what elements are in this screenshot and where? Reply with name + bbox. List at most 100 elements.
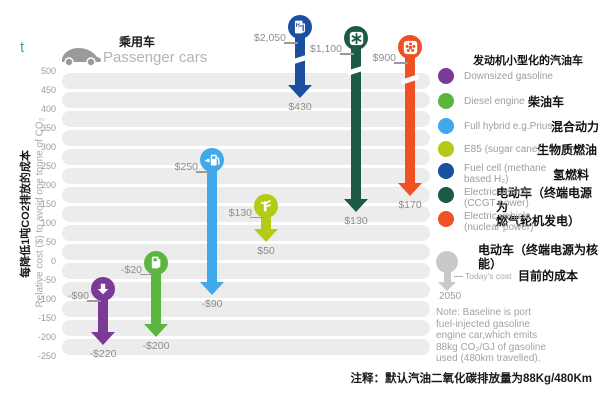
- legend-label-zh-2: 混合动力: [551, 120, 600, 134]
- legend-label-en-3: E85 (sugar cane): [464, 144, 541, 155]
- start-value-label-electric-vehicle-nuclear-power: $900: [372, 52, 396, 64]
- arrow-head-downsized-gasoline: [91, 331, 115, 345]
- legend-label-en-2: Full hybrid e.g.Prius: [464, 121, 553, 132]
- y-tick-label: 200: [40, 180, 56, 190]
- legend-dot-5: [438, 187, 454, 203]
- plot-band: [62, 129, 430, 146]
- end-value-label-e85-sugar-cane: $50: [257, 245, 275, 257]
- todays-cost-arrow-head: [438, 282, 456, 291]
- end-value-label-electric-vehicle-nuclear-power: $170: [398, 199, 422, 212]
- y-tick-label: -50: [42, 275, 56, 285]
- todays-cost-arrow-shaft: [443, 271, 451, 282]
- legend-row-3: E85 (sugar cane): [438, 141, 541, 157]
- label-connector-full-hybrid-e-g-prius: [196, 171, 210, 173]
- label-connector-downsized-gasoline: [87, 300, 101, 302]
- arrow-shaft-full-hybrid-e-g-prius: [207, 160, 217, 285]
- arrow-shaft-downsized-gasoline: [98, 289, 108, 334]
- e85-sugar-cane-icon: [254, 193, 278, 218]
- legend-dot-6: [438, 211, 454, 227]
- legend-label-en-0: Downsized gasoline: [464, 71, 553, 82]
- plot-band: [62, 110, 430, 127]
- legend-row-1: Diesel engine: [438, 93, 525, 109]
- plot-band: [62, 338, 430, 355]
- plot-band: [62, 224, 430, 241]
- arrow-head-electric-vehicle-ccgt-power: [344, 198, 368, 212]
- fuel-cell-methane-based-h-icon: H₂: [288, 15, 312, 39]
- start-value-label-fuel-cell-methane-based-h: $2,050: [253, 32, 286, 44]
- plot-band: [62, 319, 430, 336]
- legend-row-2: Full hybrid e.g.Prius: [438, 118, 552, 134]
- legend-label-en-6: Electric vehicle (nuclear power): [464, 211, 534, 233]
- todays-cost-label-zh: 目前的成本: [518, 269, 579, 283]
- plot-band: [62, 167, 430, 184]
- legend-dot-4: [438, 163, 454, 179]
- legend-row-6: Electric vehicle (nuclear power): [438, 211, 533, 233]
- arrow-head-e85-sugar-cane: [254, 229, 278, 242]
- legend-label-en-5: Electric vehicle (CCGT power): [464, 187, 531, 209]
- y-tick-label: 500: [40, 66, 56, 76]
- legend-label-zh-3: 生物质燃油: [537, 143, 598, 157]
- y-tick-label: -250: [37, 351, 56, 361]
- plot-band: [62, 72, 430, 89]
- y-tick-label: -100: [37, 294, 56, 304]
- start-value-label-e85-sugar-cane: $130: [228, 206, 252, 219]
- start-value-label-electric-vehicle-ccgt-power: $1,100: [309, 43, 342, 55]
- arrow-shaft-e85-sugar-cane: [261, 205, 271, 231]
- plot-band: [62, 148, 430, 165]
- start-value-label-downsized-gasoline: -$90: [67, 290, 89, 303]
- y-tick-label: 400: [40, 104, 56, 114]
- legend-dot-3: [438, 141, 454, 157]
- chart-title-zh: 乘用车: [119, 35, 156, 49]
- downsized-gasoline-icon: [91, 277, 115, 302]
- legend: 发动机小型化的汽油车 柴油车 混合动力 生物质燃油 氢燃料 电动车（终端电源为 …: [430, 50, 600, 364]
- y-tick-label: 300: [40, 142, 56, 152]
- arrow-head-full-hybrid-e-g-prius: [200, 282, 224, 296]
- footnote-zh: 注释：默认汽油二氧化碳排放量为88Kg/480Km: [350, 373, 592, 385]
- legend-label-zh-0: 发动机小型化的汽油车: [473, 55, 583, 67]
- legend-label-zh-6: 电动车（终端电源为核能）: [478, 243, 599, 271]
- legend-dot-0: [438, 68, 454, 84]
- end-value-label-diesel-engine: -$200: [142, 340, 170, 352]
- end-value-label-electric-vehicle-ccgt-power: $130: [344, 214, 368, 227]
- y-tick-label: 50: [45, 237, 56, 247]
- plot-band: [62, 186, 430, 203]
- legend-label-zh-4: 氢燃料: [553, 168, 590, 182]
- y-tick-label: -150: [37, 313, 56, 323]
- legend-label-zh-5: 电动车（终端电源为 燃气轮机发电）: [496, 186, 593, 228]
- label-connector-diesel-engine: [140, 273, 154, 276]
- arrow-head-electric-vehicle-nuclear-power: [398, 183, 422, 197]
- legend-dot-1: [438, 93, 454, 109]
- label-connector-fuel-cell-methane-based-h: [284, 42, 298, 44]
- start-value-label-full-hybrid-e-g-prius: $250: [174, 161, 198, 173]
- start-value-label-diesel-engine: -$20: [120, 263, 142, 276]
- svg-text:H₂: H₂: [296, 23, 303, 29]
- y-tick-label: 0: [50, 256, 56, 266]
- y-tick-label: 350: [40, 123, 56, 133]
- legend-label-zh-1: 柴油车: [528, 95, 565, 109]
- legend-row-4: Fuel cell (methane based H₂): [438, 163, 546, 185]
- chart-title-en: Passenger cars: [103, 49, 208, 66]
- plot-band: [62, 205, 430, 222]
- baseline-note: Note: Baseline is port fuel-injected gas…: [436, 307, 547, 364]
- legend-dot-2: [438, 118, 454, 134]
- y-tick-label: 150: [40, 199, 56, 209]
- arrow-shaft-diesel-engine: [151, 262, 161, 326]
- y-tick-label: 100: [40, 218, 56, 228]
- legend-row-5: Electric vehicle (CCGT power): [438, 187, 531, 209]
- legend-row-0: Downsized gasoline: [438, 68, 553, 84]
- arrow-shaft-electric-vehicle-nuclear-power: [405, 47, 415, 186]
- arrow-head-fuel-cell-methane-based-h: [288, 84, 312, 98]
- plot-band: [62, 91, 430, 108]
- plot-band: [62, 281, 430, 298]
- end-value-label-full-hybrid-e-g-prius: -$90: [201, 298, 223, 311]
- legend-label-en-1: Diesel engine: [464, 96, 525, 107]
- full-hybrid-e-g-prius-icon: [200, 148, 224, 172]
- label-connector-e85-sugar-cane: [250, 216, 264, 219]
- legend-label-en-4: Fuel cell (methane based H₂): [464, 163, 547, 185]
- electric-vehicle-ccgt-power-icon: [344, 26, 368, 50]
- y-tick-label: -200: [37, 332, 56, 342]
- y-tick-label: 250: [40, 161, 56, 171]
- car-icon: [56, 44, 102, 73]
